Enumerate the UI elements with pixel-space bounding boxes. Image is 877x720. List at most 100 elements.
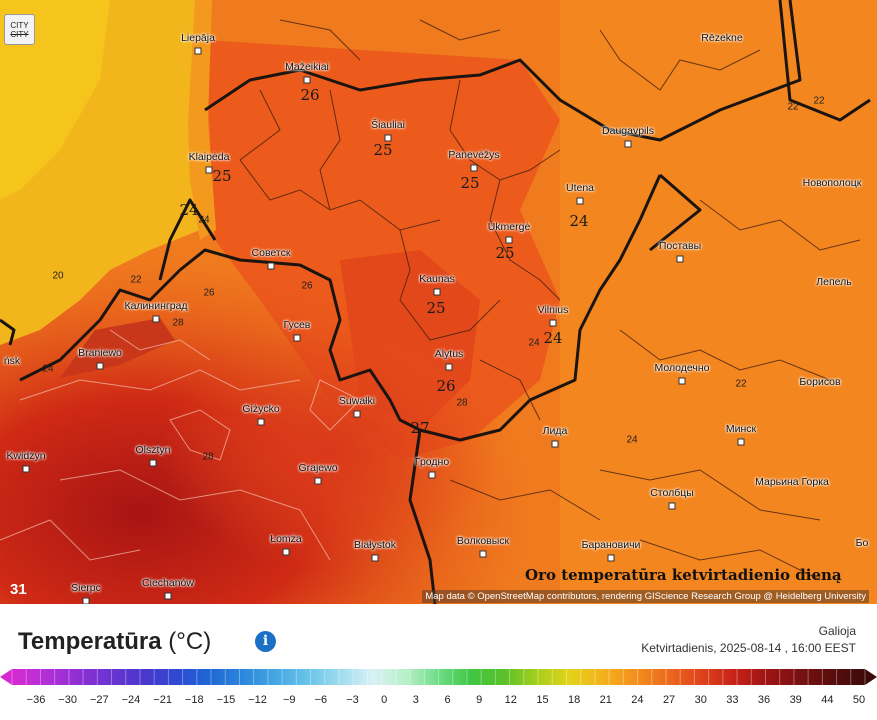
temperature-value: 26 bbox=[300, 86, 320, 104]
valid-label: Galioja bbox=[818, 624, 856, 638]
scale-tick-label: 24 bbox=[631, 694, 644, 706]
temperature-contour-value: 26 bbox=[203, 287, 215, 299]
city-label[interactable]: Бо bbox=[855, 537, 869, 549]
temperature-contour-value: 22 bbox=[130, 274, 142, 286]
scale-tick-label: 15 bbox=[536, 694, 549, 706]
temperature-value: 24 bbox=[569, 212, 589, 230]
city-label[interactable]: Alytus bbox=[434, 348, 464, 360]
scale-tick-label: −3 bbox=[346, 694, 359, 706]
temperature-value: 25 bbox=[495, 244, 515, 262]
scale-tick-label: −15 bbox=[216, 694, 236, 706]
city-toggle-line-1: CITY bbox=[10, 21, 29, 30]
scale-tick-label: −27 bbox=[89, 694, 109, 706]
city-label[interactable]: Поставы bbox=[658, 240, 702, 252]
city-marker bbox=[479, 550, 487, 558]
scale-tick-label: −6 bbox=[314, 694, 328, 706]
city-label[interactable]: Новополоцк bbox=[802, 177, 862, 189]
scale-arrow-left bbox=[0, 669, 12, 685]
city-label[interactable]: Kwidzyn bbox=[6, 450, 46, 462]
map-attribution[interactable]: Map data © OpenStreetMap contributors, r… bbox=[422, 590, 869, 603]
city-label[interactable]: Лида bbox=[542, 425, 568, 437]
legend-title: Temperatūra (°C) bbox=[18, 628, 211, 656]
city-label[interactable]: Šiauliai bbox=[371, 119, 405, 131]
city-marker bbox=[433, 288, 441, 296]
scale-tick-label: −18 bbox=[184, 694, 204, 706]
city-labels-toggle-button[interactable]: CITY CITY bbox=[4, 14, 35, 45]
temperature-contour-value: 28 bbox=[172, 317, 184, 329]
city-marker bbox=[676, 255, 684, 263]
city-label[interactable]: Калининград bbox=[124, 300, 188, 312]
info-icon[interactable]: i bbox=[255, 631, 276, 652]
city-label[interactable]: Olsztyn bbox=[135, 444, 171, 456]
scale-tick-label: 50 bbox=[852, 694, 866, 706]
city-marker bbox=[428, 471, 436, 479]
city-label[interactable]: Марьина Горка bbox=[755, 476, 829, 488]
city-marker bbox=[152, 315, 160, 323]
scale-tick-label: −9 bbox=[282, 694, 296, 706]
temperature-contour-value: 22 bbox=[787, 101, 799, 113]
scale-tick-label: −36 bbox=[26, 694, 46, 706]
city-label[interactable]: Лепель bbox=[816, 276, 852, 288]
city-label[interactable]: ńsk bbox=[3, 355, 21, 367]
city-marker bbox=[82, 597, 90, 604]
color-scale-graphic bbox=[0, 669, 877, 685]
city-marker bbox=[505, 236, 513, 244]
city-marker bbox=[314, 477, 322, 485]
city-label[interactable]: Daugavpils bbox=[602, 125, 654, 137]
city-marker bbox=[267, 262, 275, 270]
city-label[interactable]: Борисов bbox=[799, 376, 841, 388]
city-label[interactable]: Łomża bbox=[270, 533, 302, 545]
scale-tick-label: −24 bbox=[121, 694, 141, 706]
city-label[interactable]: Grajewo bbox=[298, 462, 338, 474]
legend-unit: (°C) bbox=[168, 628, 212, 655]
city-label[interactable]: Гусев bbox=[283, 319, 311, 331]
city-marker bbox=[293, 334, 301, 342]
city-marker bbox=[96, 362, 104, 370]
temperature-contour-value: 20 bbox=[52, 270, 64, 282]
city-label[interactable]: Ukmergė bbox=[487, 221, 531, 233]
temperature-value: 24 bbox=[543, 329, 563, 347]
scale-tick-label: 44 bbox=[821, 694, 834, 706]
city-marker bbox=[737, 438, 745, 446]
valid-date: Ketvirtadienis, 2025-08-14 , 16:00 EEST bbox=[641, 641, 856, 655]
city-label[interactable]: Giżycko bbox=[242, 403, 280, 415]
city-marker bbox=[149, 459, 157, 467]
city-marker bbox=[549, 319, 557, 327]
scale-tick-label: 12 bbox=[504, 694, 517, 706]
city-label[interactable]: Ciechanów bbox=[142, 577, 194, 589]
city-label[interactable]: Советск bbox=[251, 247, 291, 259]
weather-map[interactable]: Liepāja Rēzekne Mažeikiai Šiauliai Daugavpil… bbox=[0, 0, 877, 604]
city-marker bbox=[678, 377, 686, 385]
city-label[interactable]: Białystok bbox=[353, 539, 397, 551]
city-label[interactable]: Минск bbox=[725, 423, 757, 435]
city-label[interactable]: Suwałki bbox=[338, 395, 376, 407]
city-label[interactable]: Гродно bbox=[414, 456, 450, 468]
city-label[interactable]: Rēzekne bbox=[701, 32, 743, 44]
city-label[interactable]: Klaipėda bbox=[188, 151, 230, 163]
city-marker bbox=[303, 76, 311, 84]
legend-title-text: Temperatūra bbox=[18, 628, 162, 655]
city-marker bbox=[624, 140, 632, 148]
city-label[interactable]: Liepāja bbox=[181, 32, 215, 44]
city-label[interactable]: Utena bbox=[565, 182, 595, 194]
city-label[interactable]: Braniewo bbox=[78, 347, 122, 359]
city-label[interactable]: Sierpc bbox=[71, 582, 101, 594]
city-toggle-line-2: CITY bbox=[10, 30, 29, 39]
scale-tick-label: 21 bbox=[599, 694, 612, 706]
city-label[interactable]: Vilnius bbox=[537, 304, 569, 316]
city-marker bbox=[353, 410, 361, 418]
city-label[interactable]: Волковыск bbox=[456, 535, 510, 547]
scale-tick-label: 0 bbox=[381, 694, 388, 706]
temperature-contour-value: 28 bbox=[456, 397, 468, 409]
city-label[interactable]: Молодечно bbox=[654, 362, 710, 374]
map-caption: Oro temperatūra ketvirtadienio dieną bbox=[525, 566, 842, 584]
scale-gradient bbox=[12, 669, 865, 685]
city-marker bbox=[205, 166, 213, 174]
temperature-map-graphic bbox=[0, 0, 877, 604]
city-label[interactable]: Mažeikiai bbox=[285, 61, 329, 73]
city-label[interactable]: Panevėžys bbox=[448, 149, 500, 161]
city-label[interactable]: Барановичи bbox=[581, 539, 641, 551]
temperature-value: 25 bbox=[460, 174, 480, 192]
city-label[interactable]: Kaunas bbox=[419, 273, 455, 285]
city-label[interactable]: Столбцы bbox=[650, 487, 694, 499]
